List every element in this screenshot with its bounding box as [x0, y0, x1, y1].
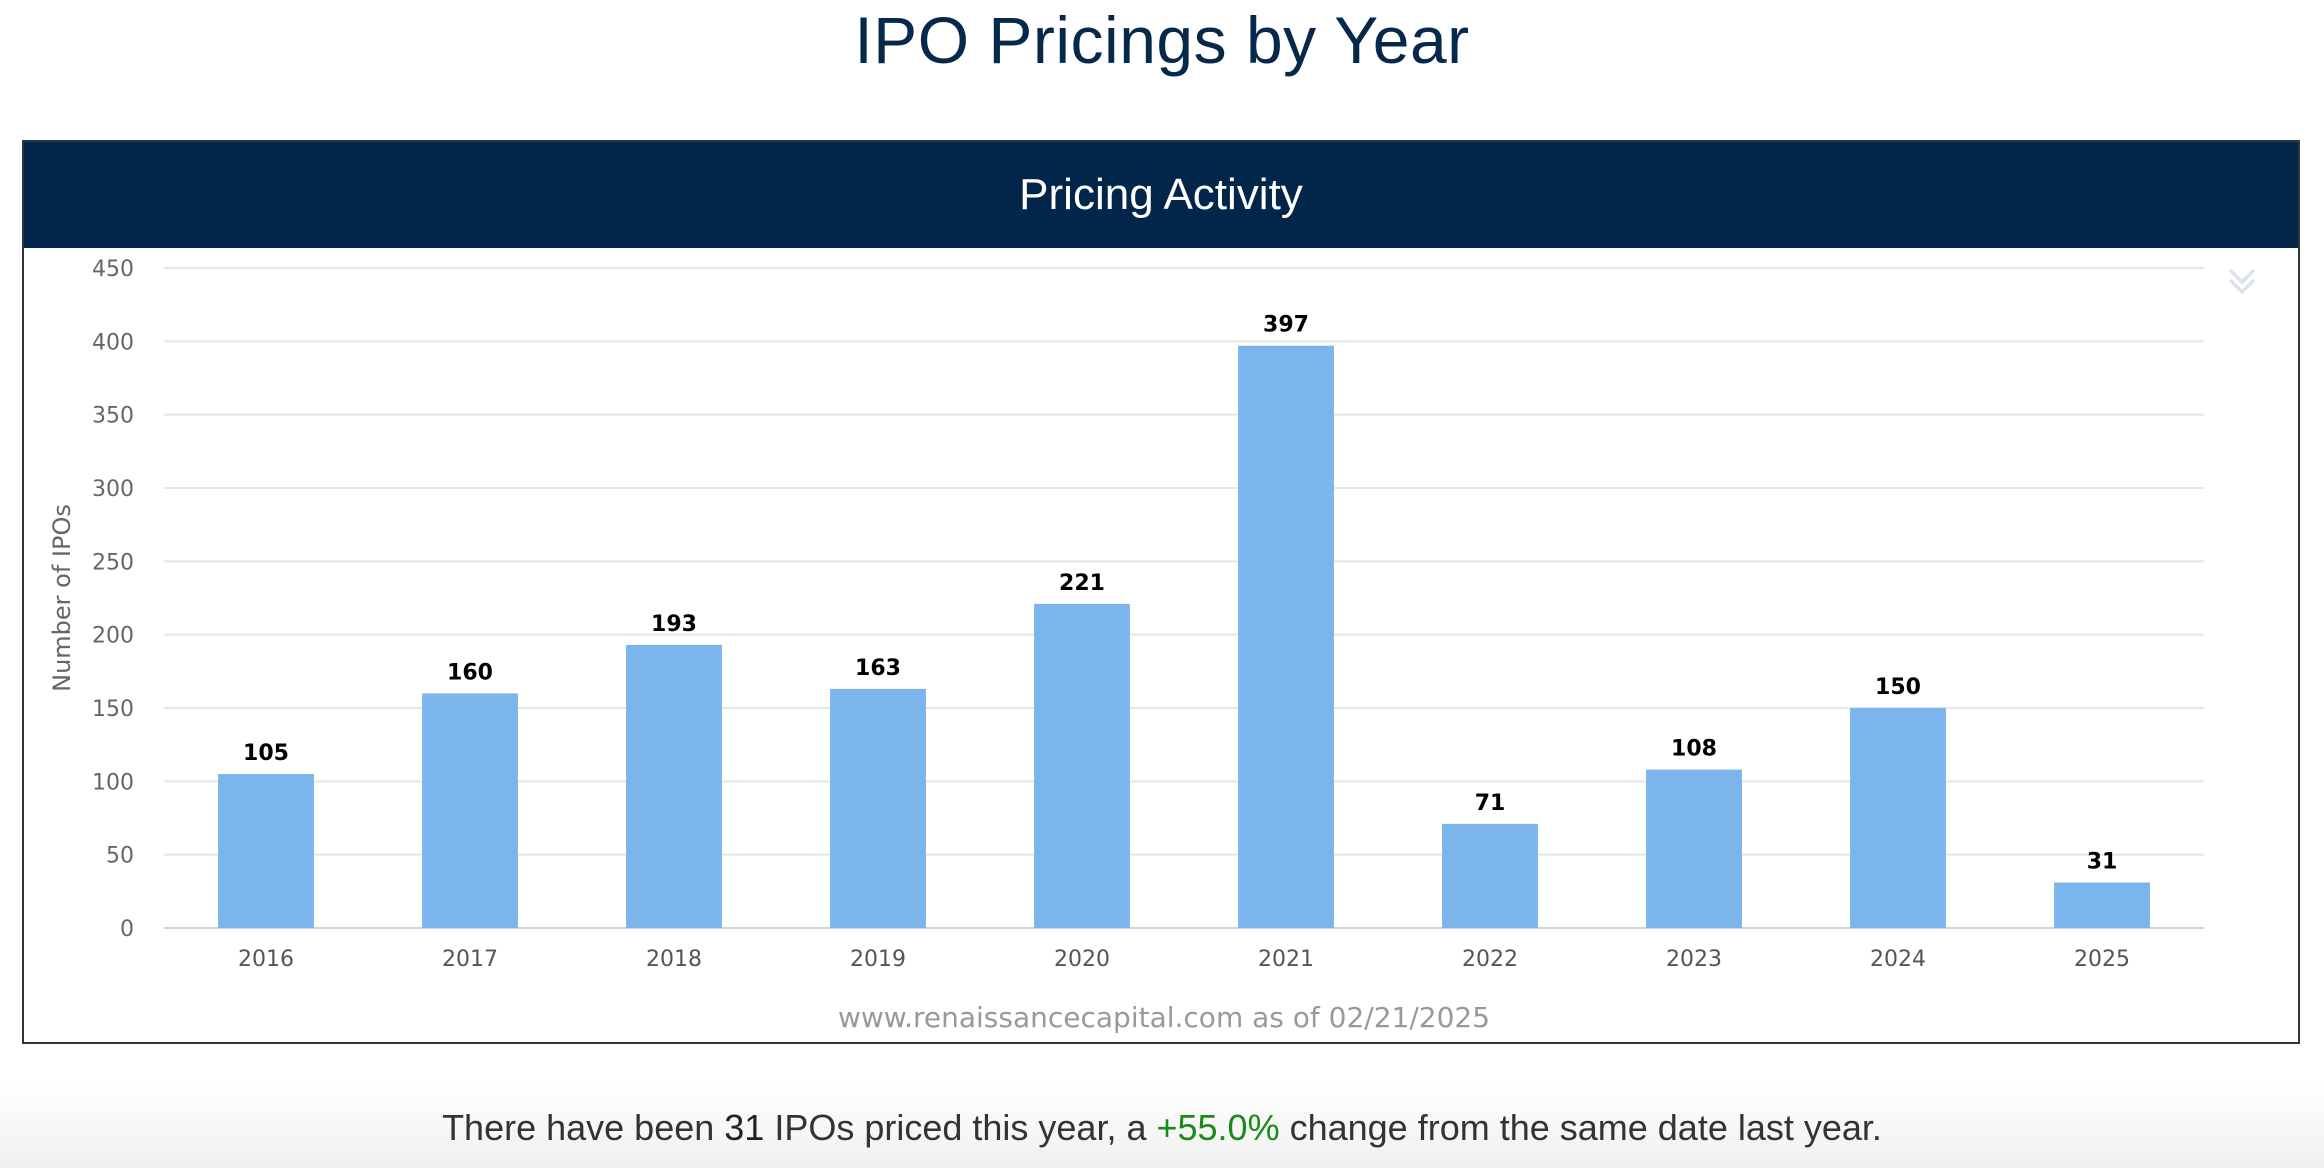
- y-tick-label: 300: [92, 477, 134, 502]
- chart-credit: www.renaissancecapital.com as of 02/21/2…: [838, 1001, 1490, 1034]
- y-tick-label: 450: [92, 257, 134, 282]
- summary-count: 31: [724, 1107, 765, 1148]
- x-tick-label: 2016: [238, 947, 294, 972]
- x-tick-label: 2021: [1258, 947, 1314, 972]
- summary-text: There have been 31 IPOs priced this year…: [0, 1107, 2324, 1149]
- x-tick-label: 2017: [442, 947, 498, 972]
- bars: [218, 345, 2150, 928]
- double-chevron-down-icon[interactable]: [2222, 262, 2262, 302]
- y-axis-label: Number of IPOs: [48, 504, 76, 692]
- data-labels: 105 160 193 163 221 397 71 108 150 31: [243, 313, 2117, 875]
- data-label-2016: 105: [243, 741, 289, 766]
- x-tick-label: 2022: [1462, 947, 1518, 972]
- bar-2018[interactable]: [626, 644, 722, 928]
- bar-2019[interactable]: [830, 688, 926, 928]
- bar-2021[interactable]: [1238, 345, 1334, 928]
- bar-2020[interactable]: [1034, 603, 1130, 928]
- y-tick-label: 250: [92, 550, 134, 575]
- data-label-2018: 193: [651, 612, 697, 637]
- bar-chart: 105 160 193 163 221 397 71 108 150 31 0 50 100 150 20…: [48, 257, 2204, 1034]
- y-tick-label: 0: [120, 917, 134, 942]
- x-axis-ticks: 2016 2017 2018 2019 2020 2021 2022 2023 2024 2025: [238, 947, 2130, 972]
- y-tick-label: 100: [92, 770, 134, 795]
- bar-2022[interactable]: [1442, 823, 1538, 928]
- summary-middle: IPOs priced this year, a: [764, 1107, 1157, 1148]
- data-label-2021: 397: [1263, 313, 1309, 338]
- data-label-2025: 31: [2087, 850, 2118, 875]
- data-label-2024: 150: [1875, 675, 1921, 700]
- data-label-2022: 71: [1475, 791, 1506, 816]
- chart-header: Pricing Activity: [24, 142, 2298, 248]
- y-tick-label: 200: [92, 624, 134, 649]
- x-tick-label: 2018: [646, 947, 702, 972]
- summary-prefix: There have been: [442, 1107, 725, 1148]
- y-axis-ticks: 0 50 100 150 200 250 300 350 400 450: [92, 257, 134, 942]
- bar-2016[interactable]: [218, 774, 314, 928]
- x-tick-label: 2025: [2074, 947, 2130, 972]
- data-label-2019: 163: [855, 656, 901, 681]
- y-tick-label: 150: [92, 697, 134, 722]
- data-label-2023: 108: [1671, 737, 1717, 762]
- x-tick-label: 2020: [1054, 947, 1110, 972]
- x-tick-label: 2024: [1870, 947, 1926, 972]
- bar-2023[interactable]: [1646, 769, 1742, 928]
- y-tick-label: 350: [92, 404, 134, 429]
- footer-bar: [0, 1080, 2324, 1168]
- data-label-2020: 221: [1059, 571, 1105, 596]
- bar-2024[interactable]: [1850, 708, 1946, 928]
- bar-2017[interactable]: [422, 693, 518, 928]
- x-tick-label: 2023: [1666, 947, 1722, 972]
- summary-change: +55.0%: [1156, 1107, 1280, 1148]
- data-label-2017: 160: [447, 660, 493, 685]
- y-tick-label: 400: [92, 330, 134, 355]
- summary-suffix: change from the same date last year.: [1279, 1107, 1882, 1148]
- x-tick-label: 2019: [850, 947, 906, 972]
- y-tick-label: 50: [106, 844, 134, 869]
- bar-2025[interactable]: [2054, 882, 2150, 928]
- page-title: IPO Pricings by Year: [854, 3, 1470, 77]
